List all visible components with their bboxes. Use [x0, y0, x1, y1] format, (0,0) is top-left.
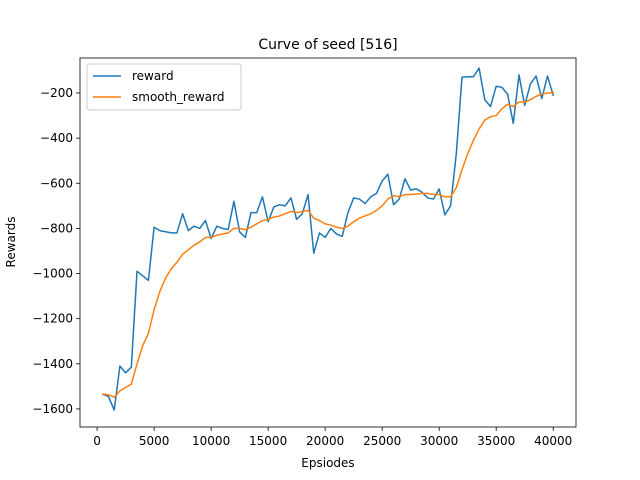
legend-entry: smooth_reward — [132, 90, 225, 104]
y-tick-label: −800 — [40, 221, 73, 235]
y-tick-label: −1200 — [32, 312, 73, 326]
x-tick-label: 0 — [93, 434, 101, 448]
x-tick-label: 10000 — [192, 434, 230, 448]
x-tick-label: 35000 — [477, 434, 515, 448]
x-tick-label: 20000 — [306, 434, 344, 448]
x-tick-label: 30000 — [420, 434, 458, 448]
series-line-reward — [101, 67, 555, 411]
x-tick-label: 25000 — [363, 434, 401, 448]
y-tick-label: −1600 — [32, 402, 73, 416]
y-tick-label: −400 — [40, 131, 73, 145]
legend-entry: reward — [132, 69, 174, 83]
y-tick-label: −1400 — [32, 357, 73, 371]
legend: reward smooth_reward — [86, 63, 242, 111]
legend-box — [86, 63, 242, 111]
x-tick-label: 5000 — [139, 434, 170, 448]
y-axis-label: Rewards — [4, 217, 18, 268]
axes-frame — [79, 57, 577, 428]
series-line-smooth-reward — [101, 91, 555, 398]
y-tick-label: −1000 — [32, 267, 73, 281]
series-layer — [101, 67, 555, 411]
y-axis: −1600 −1400 −1200 −1000 −800 −600 −400 −200 — [32, 86, 80, 416]
x-axis: 0 5000 10000 15000 20000 25000 30000 35000 40000 — [93, 427, 572, 448]
y-tick-label: −600 — [40, 176, 73, 190]
x-tick-label: 15000 — [249, 434, 287, 448]
y-tick-label: −200 — [40, 86, 73, 100]
chart-title: Curve of seed [516] — [258, 37, 397, 53]
x-tick-label: 40000 — [534, 434, 572, 448]
x-axis-label: Epsiodes — [301, 456, 354, 470]
